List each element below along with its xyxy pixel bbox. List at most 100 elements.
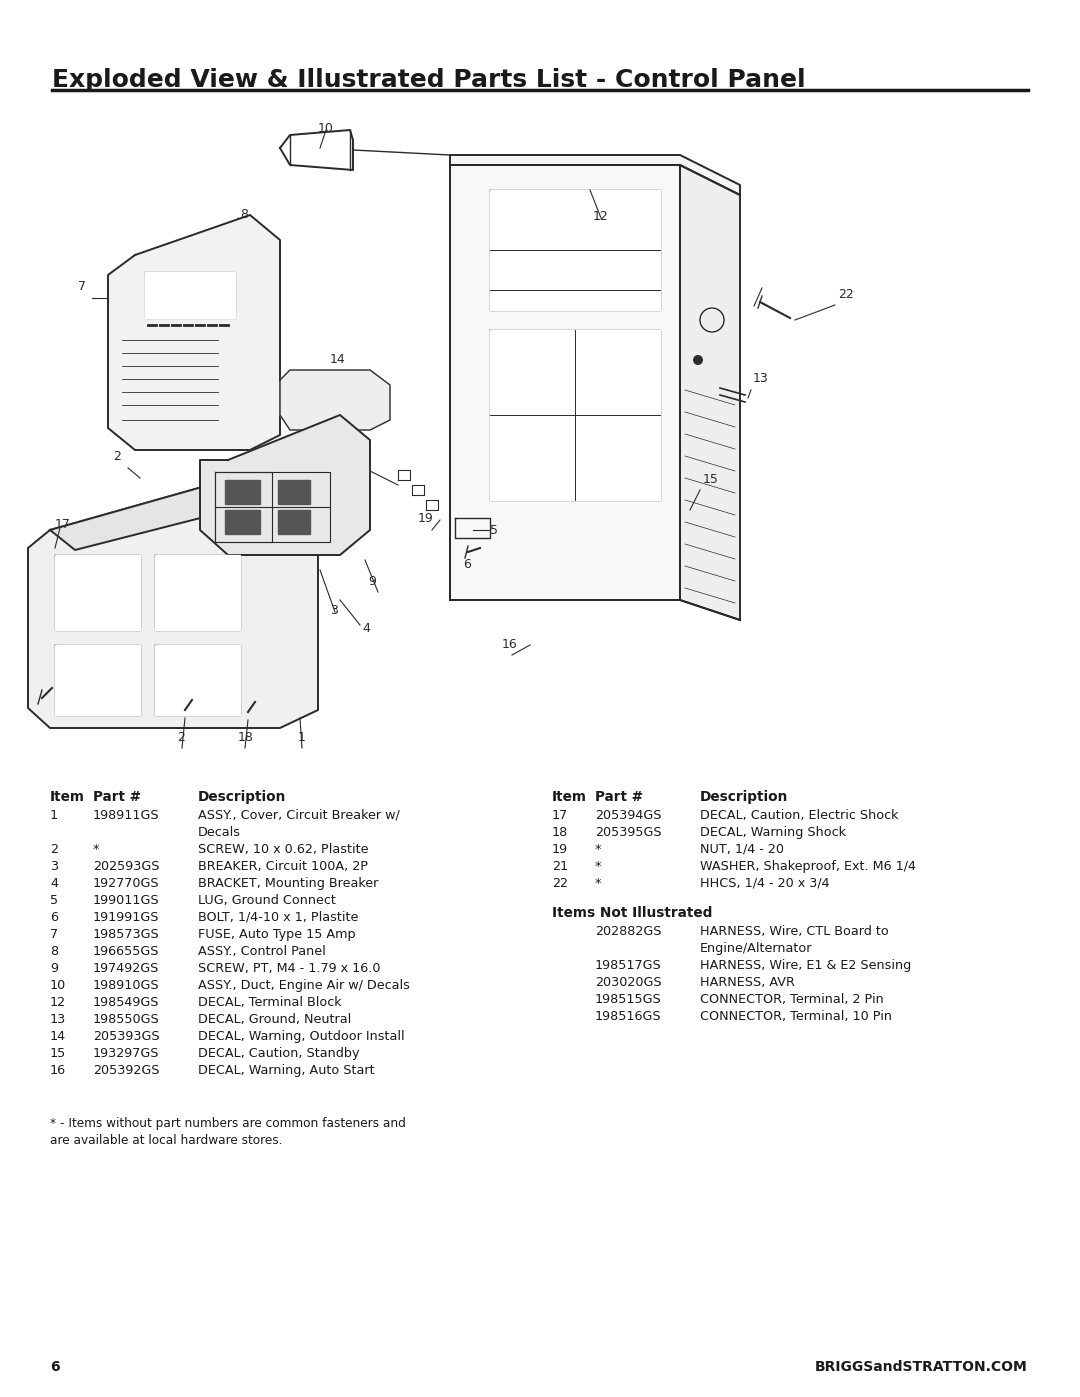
Text: 199011GS: 199011GS (93, 894, 160, 907)
Text: CONNECTOR, Terminal, 10 Pin: CONNECTOR, Terminal, 10 Pin (700, 1010, 892, 1023)
Text: 198573GS: 198573GS (93, 928, 160, 942)
Text: Item: Item (50, 789, 85, 805)
Text: 2: 2 (113, 450, 121, 462)
Polygon shape (450, 165, 680, 599)
Polygon shape (28, 465, 318, 728)
Text: 14: 14 (330, 353, 346, 366)
Text: 198516GS: 198516GS (595, 1010, 662, 1023)
Text: 8: 8 (50, 944, 58, 958)
Text: 9: 9 (50, 963, 58, 975)
Text: ASSY., Control Panel: ASSY., Control Panel (198, 944, 326, 958)
Text: HARNESS, Wire, E1 & E2 Sensing: HARNESS, Wire, E1 & E2 Sensing (700, 958, 912, 972)
Text: Items Not Illustrated: Items Not Illustrated (552, 907, 713, 921)
Polygon shape (145, 272, 235, 319)
Text: 17: 17 (55, 518, 71, 531)
Text: *: * (595, 861, 602, 873)
Polygon shape (200, 415, 370, 555)
Text: DECAL, Ground, Neutral: DECAL, Ground, Neutral (198, 1013, 351, 1025)
Text: 202882GS: 202882GS (595, 925, 661, 937)
Text: 3: 3 (50, 861, 58, 873)
Polygon shape (225, 481, 260, 504)
Text: 17: 17 (552, 809, 568, 821)
Text: Description: Description (700, 789, 788, 805)
Text: LUG, Ground Connect: LUG, Ground Connect (198, 894, 336, 907)
Text: 6: 6 (463, 557, 471, 571)
Text: 2: 2 (50, 842, 58, 856)
Text: 198517GS: 198517GS (595, 958, 662, 972)
Polygon shape (108, 215, 280, 450)
Text: *: * (595, 842, 602, 856)
Polygon shape (278, 510, 310, 534)
Text: 18: 18 (238, 731, 254, 745)
Text: 3: 3 (330, 604, 338, 617)
Polygon shape (680, 165, 740, 620)
Text: 19: 19 (552, 842, 568, 856)
Polygon shape (156, 555, 240, 630)
Text: 198550GS: 198550GS (93, 1013, 160, 1025)
Text: BOLT, 1/4-10 x 1, Plastite: BOLT, 1/4-10 x 1, Plastite (198, 911, 359, 923)
Text: 1: 1 (50, 809, 58, 821)
Text: *: * (93, 842, 99, 856)
Text: 4: 4 (362, 622, 369, 636)
Polygon shape (225, 510, 260, 534)
Text: 6: 6 (50, 1361, 59, 1375)
Text: 13: 13 (50, 1013, 66, 1025)
Text: 10: 10 (50, 979, 66, 992)
Text: 193297GS: 193297GS (93, 1046, 160, 1060)
Text: 7: 7 (50, 928, 58, 942)
Text: Engine/Alternator: Engine/Alternator (700, 942, 812, 956)
Polygon shape (55, 555, 140, 630)
Polygon shape (490, 190, 660, 310)
Polygon shape (278, 481, 310, 504)
Text: SCREW, PT, M4 - 1.79 x 16.0: SCREW, PT, M4 - 1.79 x 16.0 (198, 963, 380, 975)
Text: DECAL, Warning Shock: DECAL, Warning Shock (700, 826, 846, 840)
Text: DECAL, Warning, Outdoor Install: DECAL, Warning, Outdoor Install (198, 1030, 405, 1044)
Text: 7: 7 (78, 279, 86, 293)
Text: 198515GS: 198515GS (595, 993, 662, 1006)
Text: 191991GS: 191991GS (93, 911, 160, 923)
Text: 8: 8 (240, 208, 248, 221)
Text: 205392GS: 205392GS (93, 1065, 160, 1077)
Polygon shape (156, 645, 240, 715)
Text: 16: 16 (50, 1065, 66, 1077)
Text: BRIGGSandSTRATTON.COM: BRIGGSandSTRATTON.COM (815, 1361, 1028, 1375)
Text: 205394GS: 205394GS (595, 809, 661, 821)
Text: 21: 21 (354, 453, 369, 465)
Text: 21: 21 (552, 861, 568, 873)
Text: NUT, 1/4 - 20: NUT, 1/4 - 20 (700, 842, 784, 856)
Text: Description: Description (198, 789, 286, 805)
Text: 15: 15 (703, 474, 719, 486)
Text: 4: 4 (50, 877, 58, 890)
Polygon shape (280, 370, 390, 430)
Text: 13: 13 (753, 372, 769, 386)
Text: Decals: Decals (198, 826, 241, 840)
Polygon shape (50, 465, 318, 550)
Text: Part #: Part # (595, 789, 643, 805)
Text: 197492GS: 197492GS (93, 963, 160, 975)
Polygon shape (450, 155, 740, 196)
Text: ASSY., Cover, Circuit Breaker w/: ASSY., Cover, Circuit Breaker w/ (198, 809, 400, 821)
Text: 12: 12 (593, 210, 609, 224)
Text: HARNESS, Wire, CTL Board to: HARNESS, Wire, CTL Board to (700, 925, 889, 937)
Text: WASHER, Shakeproof, Ext. M6 1/4: WASHER, Shakeproof, Ext. M6 1/4 (700, 861, 916, 873)
Text: are available at local hardware stores.: are available at local hardware stores. (50, 1134, 282, 1147)
Circle shape (693, 355, 703, 365)
Text: 18: 18 (552, 826, 568, 840)
Text: 6: 6 (50, 911, 58, 923)
Text: 22: 22 (838, 288, 854, 300)
Text: 16: 16 (502, 638, 517, 651)
Text: SCREW, 10 x 0.62, Plastite: SCREW, 10 x 0.62, Plastite (198, 842, 368, 856)
Text: 198910GS: 198910GS (93, 979, 160, 992)
Text: 14: 14 (50, 1030, 66, 1044)
Text: DECAL, Warning, Auto Start: DECAL, Warning, Auto Start (198, 1065, 375, 1077)
Text: ASSY., Duct, Engine Air w/ Decals: ASSY., Duct, Engine Air w/ Decals (198, 979, 410, 992)
Text: DECAL, Terminal Block: DECAL, Terminal Block (198, 996, 341, 1009)
Text: Item: Item (552, 789, 588, 805)
Polygon shape (55, 645, 140, 715)
Text: 5: 5 (490, 524, 498, 536)
Text: *: * (595, 877, 602, 890)
Text: 12: 12 (50, 996, 66, 1009)
Text: Exploded View & Illustrated Parts List - Control Panel: Exploded View & Illustrated Parts List -… (52, 68, 806, 92)
Text: 196655GS: 196655GS (93, 944, 160, 958)
Text: HHCS, 1/4 - 20 x 3/4: HHCS, 1/4 - 20 x 3/4 (700, 877, 829, 890)
